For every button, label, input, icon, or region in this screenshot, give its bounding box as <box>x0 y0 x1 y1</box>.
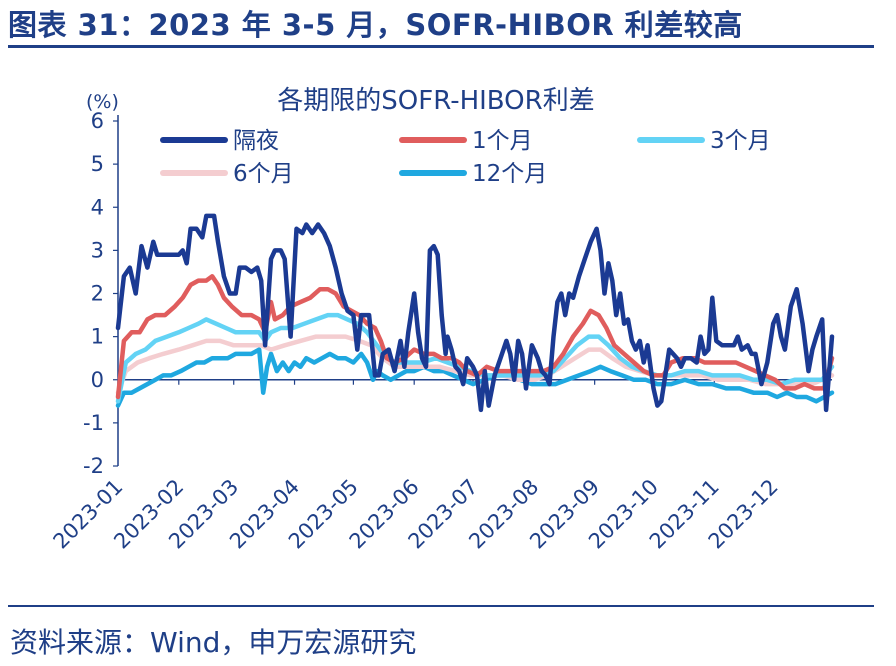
y-tick-label: 5 <box>91 152 104 176</box>
y-axis: 6 5 4 3 2 1 0 -1 -2 <box>83 109 119 478</box>
series-lines <box>115 213 835 413</box>
series-line-4 <box>115 347 835 408</box>
spread-line-chart: 各期限的SOFR-HIBOR利差 (%) 隔夜 1个月 3个月 6个月 12个月 6 5 4… <box>49 86 835 554</box>
title-rule <box>8 45 874 48</box>
legend-label: 12个月 <box>472 161 547 187</box>
y-tick-label: -2 <box>83 454 104 478</box>
y-tick-label: 2 <box>91 282 104 306</box>
series-line-0 <box>115 213 835 413</box>
chart-title: 各期限的SOFR-HIBOR利差 <box>277 86 594 116</box>
source-note: 资料来源：Wind，申万宏源研究 <box>10 626 417 659</box>
y-tick-label: 6 <box>91 109 104 133</box>
legend-label: 隔夜 <box>233 128 279 154</box>
y-axis-unit: (%) <box>86 91 119 113</box>
y-tick-label: 3 <box>91 238 104 262</box>
y-tick-label: -1 <box>83 411 104 435</box>
legend-label: 6个月 <box>233 161 294 187</box>
source-rule <box>8 605 874 607</box>
series-line-3 <box>115 334 835 395</box>
series-line-2 <box>115 312 835 404</box>
series-line-1 <box>115 274 835 400</box>
y-tick-label: 1 <box>91 325 104 349</box>
y-tick-label: 0 <box>91 368 104 392</box>
legend-label: 1个月 <box>472 128 533 154</box>
chart-legend: 隔夜 1个月 3个月 6个月 12个月 <box>160 128 771 187</box>
figure-title: 图表 31：2023 年 3-5 月，SOFR-HIBOR 利差较高 <box>8 8 743 42</box>
legend-label: 3个月 <box>710 128 771 154</box>
x-axis: 2023-012023-022023-032023-042023-052023-… <box>49 379 832 554</box>
y-tick-label: 4 <box>91 195 104 219</box>
